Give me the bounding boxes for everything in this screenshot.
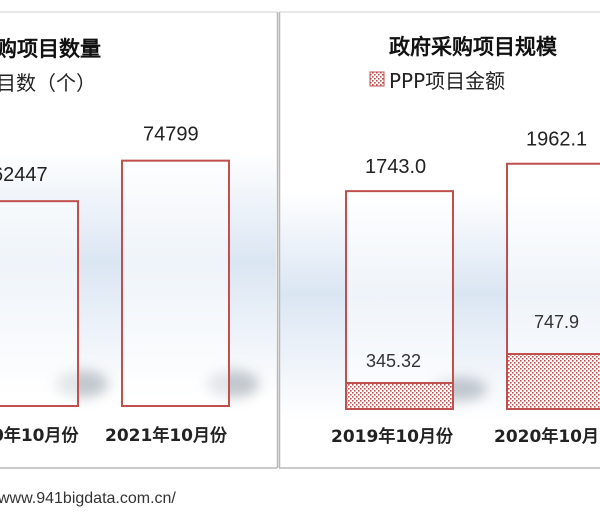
bar-value-label: 74799 [143, 124, 199, 146]
left-category-label: 0年10月份 [0, 425, 79, 446]
right-category-label: 2020年10月 [494, 426, 599, 447]
right-bars [345, 162, 600, 410]
left-chart-title: 购项目数量 [0, 37, 101, 61]
left-category-label: 2021年10月份 [105, 425, 228, 446]
left-legend-label: 目数（个） [0, 71, 96, 95]
right-legend-label: PPP项目金额 [389, 69, 505, 93]
bar-inner-value-label: 747.9 [534, 312, 579, 332]
right-legend-swatch [369, 71, 385, 87]
bar-value-label: 62447 [0, 164, 48, 186]
right-chart: 政府采购项目规模 PPP项目金额 1743.0 1962.1 345.32 747.9… [331, 35, 600, 447]
right-value-labels: 1743.0 1962.1 345.32 747.9 [365, 129, 587, 371]
left-bars [0, 159, 259, 407]
left-chart: 购项目数量 目数（个） 62447 74799 0年10月份 2021年10月份 [0, 37, 259, 446]
bar [121, 159, 230, 407]
bar-ppp [345, 382, 454, 410]
bar-total [345, 190, 454, 410]
right-chart-title: 政府采购项目规模 [389, 35, 558, 59]
source-url: www.941bigdata.com.cn/ [0, 490, 176, 507]
bar [0, 200, 79, 407]
bar-value-label: 1962.1 [526, 129, 587, 151]
left-value-labels: 62447 74799 [0, 124, 199, 187]
right-category-label: 2019年10月份 [331, 426, 454, 447]
bar-inner-value-label: 345.32 [366, 351, 421, 371]
bar-ppp [506, 353, 600, 410]
bar-value-label: 1743.0 [365, 156, 426, 178]
